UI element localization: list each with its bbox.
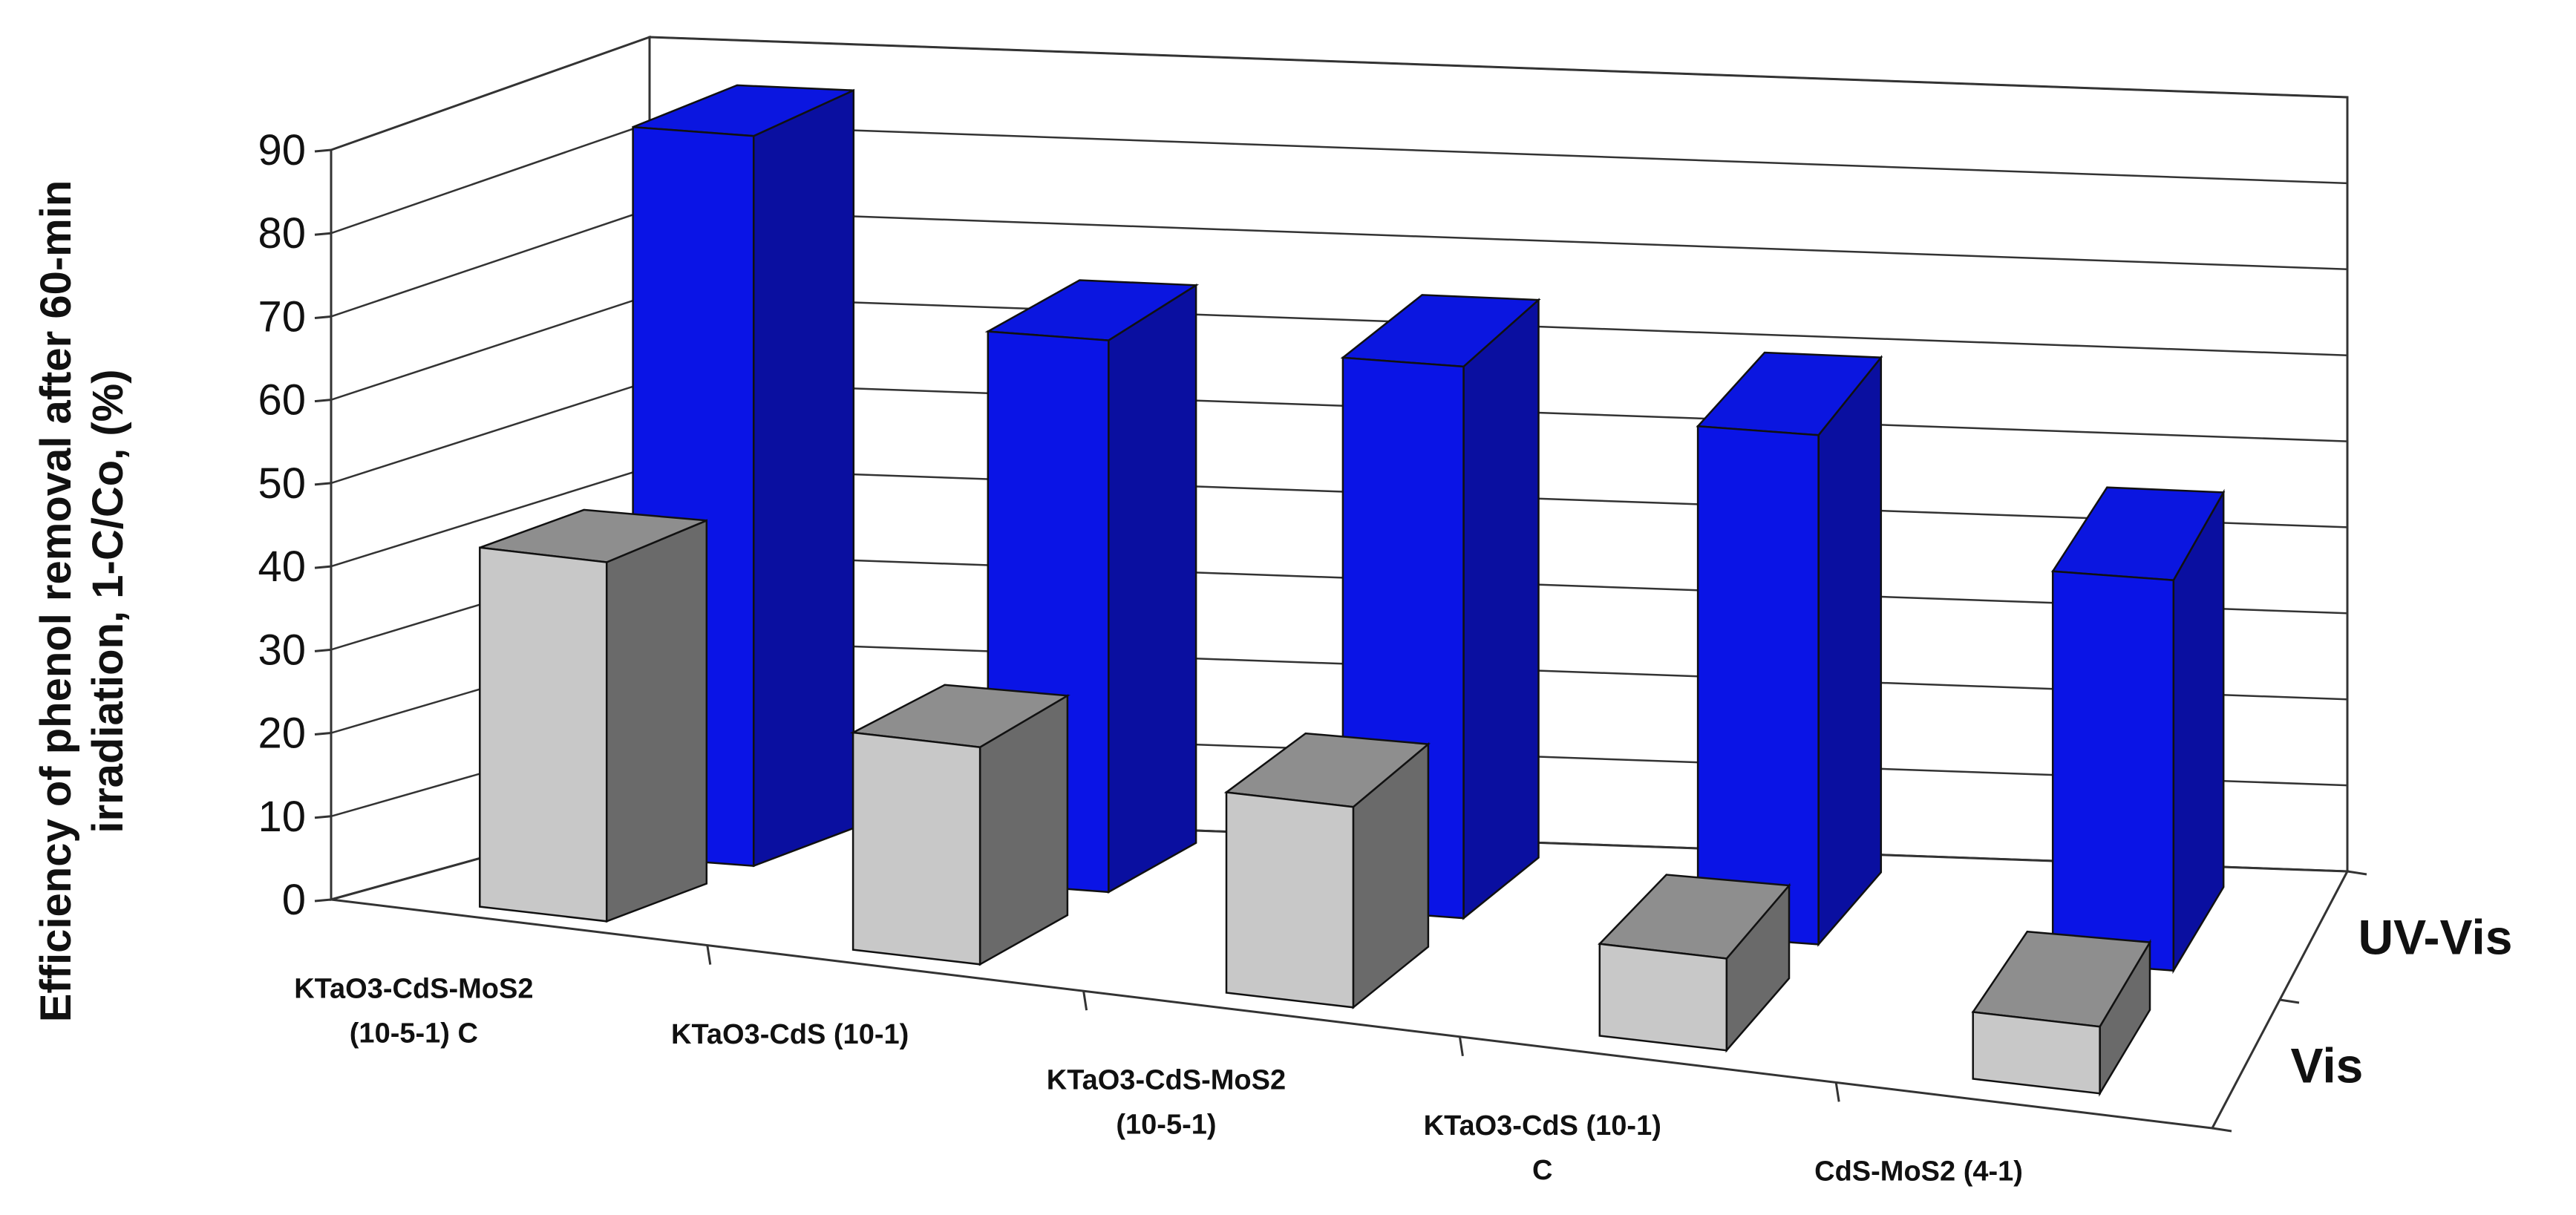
bar-front — [1598, 943, 1728, 1052]
category-label: CdS-MoS2 (4-1) — [1814, 1156, 2023, 1188]
y-tick-mark — [314, 232, 332, 236]
category-label-line: (10-5-1) C — [350, 1018, 478, 1049]
y-tick-label: 30 — [258, 626, 306, 674]
bar-side — [1108, 284, 1197, 894]
series-label: Vis — [2291, 1038, 2364, 1093]
x-tick-mark — [1458, 1036, 1464, 1057]
y-tick-mark — [314, 399, 332, 403]
bar-side — [1817, 355, 1883, 947]
bar-vis-1 — [479, 508, 708, 923]
y-tick-label: 60 — [258, 376, 306, 425]
bar-vis-2 — [849, 684, 1070, 966]
y-tick-label: 70 — [258, 292, 306, 341]
y-tick-mark — [314, 732, 332, 736]
category-label-line: KTaO3-CdS-MoS2 — [1047, 1065, 1286, 1096]
y-tick-label: 0 — [282, 876, 306, 924]
category-label: KTaO3-CdS (10-1) — [671, 1019, 909, 1050]
bar-front — [1972, 1011, 2101, 1095]
y-tick-label: 50 — [258, 459, 306, 508]
axis-labels: 0 10 20 30 40 50 60 70 80 90 KTaO3-CdS-MoS2 (10-5-1… — [32, 126, 2512, 1188]
x-tick-mark — [1082, 990, 1088, 1011]
category-label-line: CdS-MoS2 (4-1) — [1814, 1156, 2023, 1188]
bar-uv-vis-3 — [1340, 294, 1541, 920]
category-label-line: (10-5-1) — [1116, 1110, 1216, 1141]
bar-front — [851, 731, 981, 966]
bar-side — [1462, 298, 1540, 920]
y-tick-mark — [314, 898, 332, 903]
category-label-line: KTaO3-CdS-MoS2 — [294, 973, 533, 1004]
category-label: KTaO3-CdS-MoS2 (10-5-1) C — [294, 973, 533, 1049]
y-axis-title: Efficiency of phenol removal after 60-mi… — [32, 180, 132, 1023]
y-tick-mark — [314, 815, 332, 819]
bar-front — [1696, 425, 1820, 946]
bar-uv-vis-5 — [2051, 486, 2226, 975]
y-tick-label: 40 — [258, 543, 306, 591]
x-tick-mark — [706, 945, 712, 965]
y-tick-mark — [314, 482, 332, 486]
category-label-line: KTaO3-CdS (10-1) — [1424, 1110, 1661, 1142]
bar-front — [2051, 570, 2175, 972]
gridline — [330, 36, 2348, 151]
bar-side — [605, 519, 708, 923]
bar-front — [479, 546, 608, 923]
bar-front — [1225, 791, 1355, 1009]
y-tick-mark — [314, 315, 332, 319]
category-label-line: KTaO3-CdS (10-1) — [671, 1019, 909, 1050]
category-label-line: C — [1532, 1155, 1552, 1186]
y-tick-mark — [314, 565, 332, 569]
bar-vis-3 — [1223, 732, 1431, 1009]
category-label: KTaO3-CdS (10-1) C — [1424, 1110, 1661, 1186]
depth-tick-mark — [2347, 870, 2367, 876]
bars — [479, 84, 2226, 1097]
y-tick-mark — [314, 648, 332, 652]
depth-tick-mark — [2211, 1127, 2232, 1133]
bar-uv-vis-4 — [1696, 351, 1883, 947]
y-axis-title-line: irradiation, 1-C/Co, (%) — [84, 369, 132, 833]
bar-vis-5 — [1971, 930, 2152, 1097]
bar-side — [752, 88, 855, 868]
y-tick-label: 10 — [258, 793, 306, 841]
y-tick-mark — [314, 148, 332, 153]
series-label: UV-Vis — [2358, 910, 2513, 965]
y-tick-label: 20 — [258, 710, 306, 758]
x-tick-mark — [1834, 1082, 1840, 1102]
y-axis-title-line: Efficiency of phenol removal after 60-mi… — [32, 180, 80, 1023]
depth-tick-mark — [2279, 998, 2300, 1004]
y-tick-label: 80 — [258, 209, 306, 258]
y-tick-label: 90 — [258, 126, 306, 174]
category-label: KTaO3-CdS-MoS2 (10-5-1) — [1047, 1065, 1286, 1141]
bar-uv-vis-1 — [632, 84, 855, 868]
bar-vis-4 — [1598, 874, 1791, 1053]
